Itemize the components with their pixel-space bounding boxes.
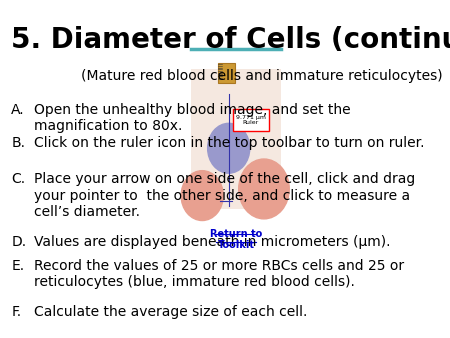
Text: Record the values of 25 or more RBCs cells and 25 or
reticulocytes (blue, immatu: Record the values of 25 or more RBCs cel… <box>34 259 404 289</box>
FancyBboxPatch shape <box>233 109 269 131</box>
Text: Values are displayed beneath in micrometers (μm).: Values are displayed beneath in micromet… <box>34 236 390 249</box>
Text: 9.771 μm
Ruler: 9.771 μm Ruler <box>236 115 266 125</box>
Text: C.: C. <box>11 172 25 186</box>
FancyBboxPatch shape <box>218 63 235 82</box>
Text: E.: E. <box>11 259 24 273</box>
Circle shape <box>181 171 223 220</box>
Text: Click on the ruler icon in the top toolbar to turn on ruler.: Click on the ruler icon in the top toolb… <box>34 136 424 150</box>
Text: (Mature red blood cells and immature reticulocytes): (Mature red blood cells and immature ret… <box>81 69 443 83</box>
Text: 5. Diameter of Cells (continued): 5. Diameter of Cells (continued) <box>11 26 450 54</box>
Circle shape <box>207 123 250 173</box>
FancyBboxPatch shape <box>191 69 281 209</box>
Circle shape <box>238 159 289 219</box>
Text: A.: A. <box>11 102 25 117</box>
Text: F.: F. <box>11 305 21 319</box>
Text: Calculate the average size of each cell.: Calculate the average size of each cell. <box>34 305 307 319</box>
Text: Return to
Toolkit: Return to Toolkit <box>210 229 262 250</box>
Text: Open the unhealthy blood image, and set the
magnification to 80x.: Open the unhealthy blood image, and set … <box>34 102 350 133</box>
Text: D.: D. <box>11 236 27 249</box>
Text: Place your arrow on one side of the cell, click and drag
your pointer to  the ot: Place your arrow on one side of the cell… <box>34 172 415 219</box>
Text: B.: B. <box>11 136 25 150</box>
